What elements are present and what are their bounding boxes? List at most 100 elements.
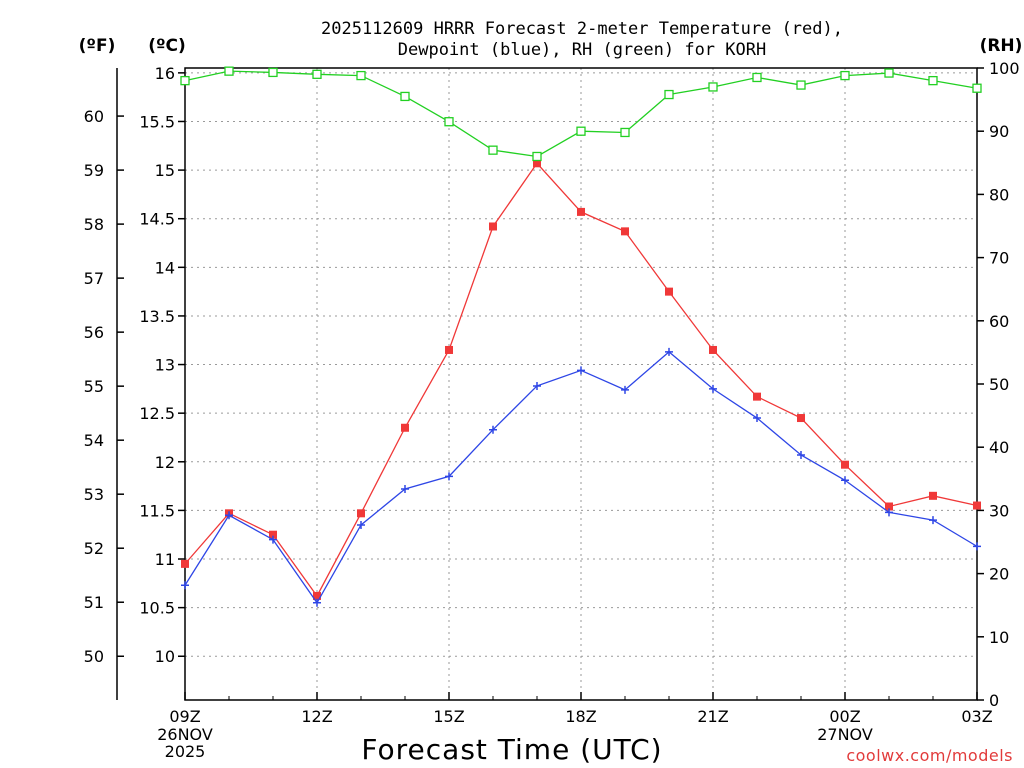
tick-label-celsius: 16 xyxy=(155,64,175,83)
rh-point xyxy=(972,83,982,93)
rh-point xyxy=(752,72,762,83)
dewpoint-point xyxy=(445,472,453,481)
dewpoint-point xyxy=(973,542,981,551)
tick-label-time: 15Z xyxy=(433,707,464,726)
rh-point xyxy=(708,82,718,92)
dewpoint-point xyxy=(489,425,497,434)
rh-line xyxy=(184,70,978,158)
temperature-point xyxy=(577,207,585,216)
dewpoint-point xyxy=(357,520,365,529)
temperature-point xyxy=(621,227,629,236)
temperature-point xyxy=(313,591,321,600)
dewpoint-series xyxy=(181,347,981,607)
tick-label-fahrenheit: 58 xyxy=(84,215,104,234)
dewpoint-point xyxy=(313,598,321,607)
tick-label-fahrenheit: 51 xyxy=(84,593,104,612)
rh-point xyxy=(444,117,454,127)
tick-label-celsius: 11 xyxy=(155,550,175,569)
tick-label-rh: 30 xyxy=(989,501,1009,520)
tick-label-rh: 60 xyxy=(989,312,1009,331)
dewpoint-point xyxy=(181,581,189,590)
tick-label-date: 27NOV xyxy=(817,725,873,744)
tick-label-fahrenheit: 60 xyxy=(84,107,104,126)
x-axis-title: Forecast Time (UTC) xyxy=(361,733,662,766)
temperature-point xyxy=(753,392,761,401)
tick-label-fahrenheit: 57 xyxy=(84,269,104,288)
dewpoint-point xyxy=(841,476,849,485)
tick-label-time: 00Z xyxy=(829,707,860,726)
dewpoint-point xyxy=(665,347,673,356)
dewpoint-point xyxy=(621,385,629,394)
tick-label-time: 12Z xyxy=(301,707,332,726)
temperature-point xyxy=(181,559,189,568)
tick-label-fahrenheit: 56 xyxy=(84,323,104,342)
rh-point xyxy=(224,66,234,76)
series-layer xyxy=(180,66,982,607)
tick-label-celsius: 11.5 xyxy=(139,501,175,520)
tick-label-celsius: 13 xyxy=(155,356,175,375)
tick-label-celsius: 10.5 xyxy=(139,599,175,618)
temperature-point xyxy=(885,502,893,511)
tick-label-celsius: 12 xyxy=(155,453,175,472)
temperature-point xyxy=(841,460,849,469)
tick-label-time: 18Z xyxy=(565,707,596,726)
rh-point xyxy=(796,80,806,90)
rh-point xyxy=(576,126,586,136)
rh-point xyxy=(268,67,278,78)
rh-point xyxy=(488,145,498,155)
chart-title: 2025112609 HRRR Forecast 2-meter Tempera… xyxy=(321,19,843,60)
title-line-2: Dewpoint (blue), RH (green) for KORH xyxy=(398,40,766,60)
rh-point xyxy=(620,127,630,138)
temperature-point xyxy=(665,287,673,296)
temperature-point xyxy=(533,159,541,168)
dewpoint-point xyxy=(401,485,409,494)
tick-label-fahrenheit: 54 xyxy=(84,431,104,450)
tick-label-celsius: 15 xyxy=(155,161,175,180)
tick-label-fahrenheit: 52 xyxy=(84,539,104,558)
rh-point xyxy=(884,68,894,78)
tick-label-rh: 90 xyxy=(989,122,1009,141)
dewpoint-point xyxy=(797,450,805,459)
celsius-axis: 10 10.5 11 11.5 12 12.5 13 13.5 14 14.5 15 15.5 16 xyxy=(139,64,185,666)
fahrenheit-axis: 50 51 52 53 54 55 56 57 58 59 60 xyxy=(84,107,124,666)
temperature-point xyxy=(973,501,981,510)
tick-label-fahrenheit: 53 xyxy=(84,485,104,504)
celsius-unit-label: (ºC) xyxy=(148,36,186,56)
dewpoint-point xyxy=(753,414,761,423)
tick-label-rh: 50 xyxy=(989,375,1009,394)
rh-point xyxy=(664,89,674,100)
rh-point xyxy=(840,70,850,81)
tick-label-celsius: 14.5 xyxy=(139,210,175,229)
fahrenheit-unit-label: (ºF) xyxy=(79,36,116,56)
tick-label-celsius: 14 xyxy=(155,258,175,277)
tick-label-rh: 0 xyxy=(989,691,999,710)
rh-point xyxy=(356,70,366,81)
rh-series xyxy=(180,66,982,162)
rh-point xyxy=(928,75,938,86)
grid-lines xyxy=(185,68,977,700)
tick-label-celsius: 13.5 xyxy=(139,307,175,326)
tick-label-rh: 10 xyxy=(989,628,1009,647)
tick-label-time: 03Z xyxy=(961,707,992,726)
tick-label-fahrenheit: 59 xyxy=(84,161,104,180)
tick-label-rh: 70 xyxy=(989,249,1009,268)
tick-label-rh: 100 xyxy=(989,59,1020,78)
credit-link[interactable]: coolwx.com/models xyxy=(846,746,1013,765)
tick-label-celsius: 15.5 xyxy=(139,112,175,131)
temperature-point xyxy=(489,222,497,231)
tick-label-rh: 40 xyxy=(989,438,1009,457)
tick-label-rh: 80 xyxy=(989,185,1009,204)
rh-point xyxy=(312,69,322,79)
temperature-point xyxy=(929,491,937,500)
tick-label-time: 21Z xyxy=(697,707,728,726)
temperature-point xyxy=(797,414,805,423)
temperature-point xyxy=(709,345,717,354)
tick-label-celsius: 12.5 xyxy=(139,404,175,423)
dewpoint-point xyxy=(929,516,937,525)
rh-axis: 0 10 20 30 40 50 60 70 80 90 100 xyxy=(977,59,1020,710)
dewpoint-point xyxy=(577,366,585,375)
dewpoint-point xyxy=(709,384,717,393)
tick-label-celsius: 10 xyxy=(155,647,175,666)
